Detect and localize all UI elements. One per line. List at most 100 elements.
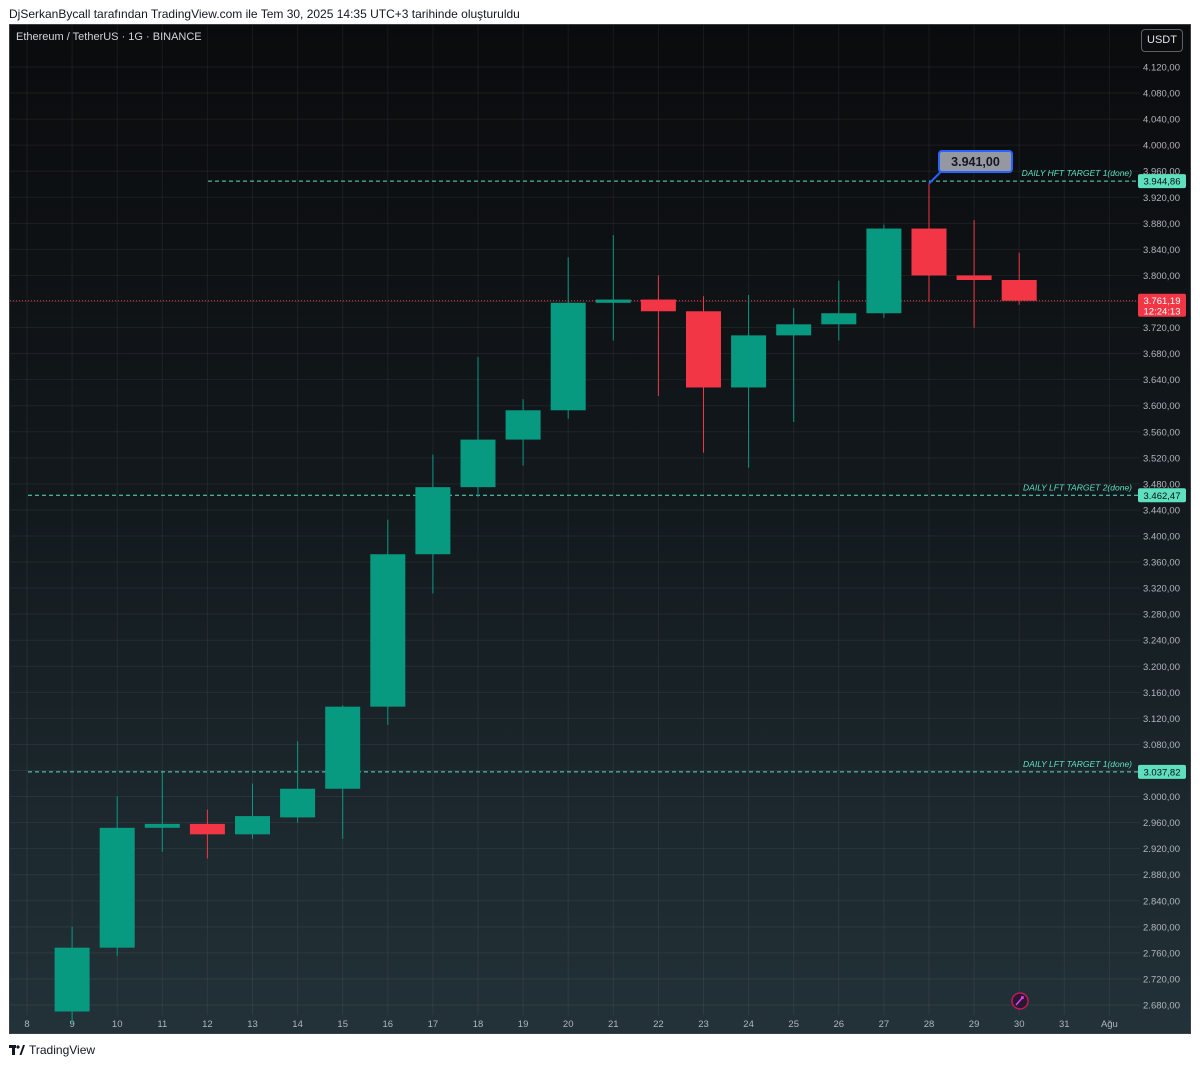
x-tick-label: 21	[608, 1019, 619, 1030]
x-tick-label: 13	[247, 1019, 258, 1030]
x-tick-label: 24	[743, 1019, 754, 1030]
candle-up[interactable]	[776, 324, 812, 336]
y-tick-label: 3.680,00	[1143, 349, 1180, 360]
price-callout-box[interactable]	[938, 150, 1013, 173]
y-tick-label: 3.480,00	[1143, 479, 1180, 490]
candle-up[interactable]	[235, 816, 270, 835]
candle-up[interactable]	[54, 947, 90, 1012]
currency-button[interactable]: USDT	[1141, 29, 1183, 52]
price-callout-label: 3.941,00	[951, 155, 1000, 169]
current-price-label: 3.761,19	[1144, 296, 1181, 307]
y-tick-label: 2.960,00	[1143, 818, 1180, 829]
y-tick-label: 2.680,00	[1143, 1001, 1180, 1012]
target-price-label: 3.462,47	[1144, 491, 1181, 502]
x-tick-label: 19	[518, 1019, 529, 1030]
current-price-badge	[1138, 293, 1186, 317]
x-tick-label: 28	[924, 1019, 935, 1030]
x-tick-label: 20	[563, 1019, 574, 1030]
x-tick-label: 14	[292, 1019, 303, 1030]
x-tick-label: 15	[337, 1019, 348, 1030]
y-tick-label: 3.840,00	[1143, 245, 1180, 256]
y-tick-label: 2.760,00	[1143, 948, 1180, 959]
x-tick-label: 30	[1014, 1019, 1025, 1030]
brand-label: TradingView	[29, 1043, 96, 1057]
callout-pointer	[928, 170, 942, 185]
x-tick-label: 27	[879, 1019, 890, 1030]
candle-up[interactable]	[550, 302, 586, 411]
chart-panel[interactable]: 4.120,00 4.080,00 4.040,00 4.000,00 3.960,00…	[9, 24, 1191, 1034]
countdown-label: 12:24:13	[1144, 307, 1181, 318]
candle-down[interactable]	[911, 228, 947, 276]
y-tick-label: 3.280,00	[1143, 610, 1180, 621]
x-tick-label: 18	[473, 1019, 484, 1030]
y-tick-label: 3.880,00	[1143, 219, 1180, 230]
target-price-badge	[1138, 764, 1186, 779]
target-level-label: DAILY LFT TARGET 2(done)	[1023, 482, 1132, 492]
y-tick-label: 3.640,00	[1143, 375, 1180, 386]
y-tick-label: 2.840,00	[1143, 896, 1180, 907]
x-tick-label: 26	[834, 1019, 845, 1030]
symbol-label: Ethereum / TetherUS · 1G · BINANCE	[16, 31, 202, 43]
candle-up[interactable]	[280, 788, 316, 818]
y-tick-label: 3.600,00	[1143, 401, 1180, 412]
tradingview-icon	[9, 1045, 25, 1055]
target-price-badge	[1138, 174, 1186, 189]
candle-up[interactable]	[99, 827, 135, 948]
y-tick-label: 3.520,00	[1143, 453, 1180, 464]
target-level-label: DAILY HFT TARGET 1(done)	[1022, 168, 1133, 178]
tradingview-logo[interactable]: TradingView	[9, 1043, 95, 1057]
y-tick-label: 3.960,00	[1143, 167, 1180, 178]
y-tick-label: 2.720,00	[1143, 974, 1180, 985]
x-tick-label: 23	[698, 1019, 709, 1030]
y-tick-label: 3.360,00	[1143, 558, 1180, 569]
candle-down[interactable]	[640, 299, 676, 312]
candle-up[interactable]	[460, 439, 496, 488]
y-tick-label: 3.440,00	[1143, 505, 1180, 516]
x-tick-label: 29	[969, 1019, 980, 1030]
candle-down[interactable]	[686, 311, 721, 388]
y-tick-label: 3.200,00	[1143, 662, 1180, 673]
candle-up[interactable]	[370, 554, 406, 707]
candle-up[interactable]	[731, 335, 767, 388]
y-tick-label: 3.320,00	[1143, 584, 1180, 595]
y-tick-label: 3.720,00	[1143, 323, 1180, 334]
alert-icon-glyph	[1015, 996, 1024, 1006]
x-tick-label: 8	[24, 1019, 29, 1030]
target-price-label: 3.944,86	[1144, 177, 1181, 188]
y-tick-label: 4.080,00	[1143, 89, 1180, 100]
x-tick-label: Ağu	[1101, 1019, 1118, 1030]
y-tick-label: 4.120,00	[1143, 63, 1180, 74]
y-tick-label: 2.920,00	[1143, 844, 1180, 855]
y-tick-label: 3.400,00	[1143, 532, 1180, 543]
y-tick-label: 4.000,00	[1143, 141, 1180, 152]
candle-down[interactable]	[1001, 280, 1037, 301]
candle-down[interactable]	[956, 275, 992, 281]
candle-up[interactable]	[821, 313, 857, 325]
y-tick-label: 2.800,00	[1143, 922, 1180, 933]
x-tick-label: 31	[1059, 1019, 1070, 1030]
y-tick-label: 3.920,00	[1143, 193, 1180, 204]
candle-up[interactable]	[505, 410, 541, 440]
x-tick-label: 10	[112, 1019, 123, 1030]
candle-up[interactable]	[866, 228, 902, 314]
x-tick-label: 25	[788, 1019, 799, 1030]
y-tick-label: 3.120,00	[1143, 714, 1180, 725]
y-tick-label: 3.080,00	[1143, 740, 1180, 751]
candle-up[interactable]	[595, 299, 631, 303]
target-level-label: DAILY LFT TARGET 1(done)	[1023, 759, 1132, 769]
candle-up[interactable]	[415, 487, 451, 555]
y-tick-label: 3.240,00	[1143, 636, 1180, 647]
chart-credit: DjSerkanBycall tarafından TradingView.co…	[9, 7, 520, 21]
candle-up[interactable]	[144, 823, 180, 828]
target-price-label: 3.037,82	[1144, 767, 1181, 778]
y-tick-label: 4.040,00	[1143, 115, 1180, 126]
y-tick-label: 3.800,00	[1143, 271, 1180, 282]
x-tick-label: 12	[202, 1019, 213, 1030]
x-tick-label: 17	[428, 1019, 439, 1030]
x-tick-label: 11	[157, 1019, 167, 1030]
candle-up[interactable]	[325, 706, 361, 789]
x-tick-label: 16	[383, 1019, 394, 1030]
candlestick-chart[interactable]: 4.120,00 4.080,00 4.040,00 4.000,00 3.960,00…	[10, 25, 1190, 1033]
y-tick-label: 3.160,00	[1143, 688, 1180, 699]
candle-down[interactable]	[189, 823, 225, 835]
